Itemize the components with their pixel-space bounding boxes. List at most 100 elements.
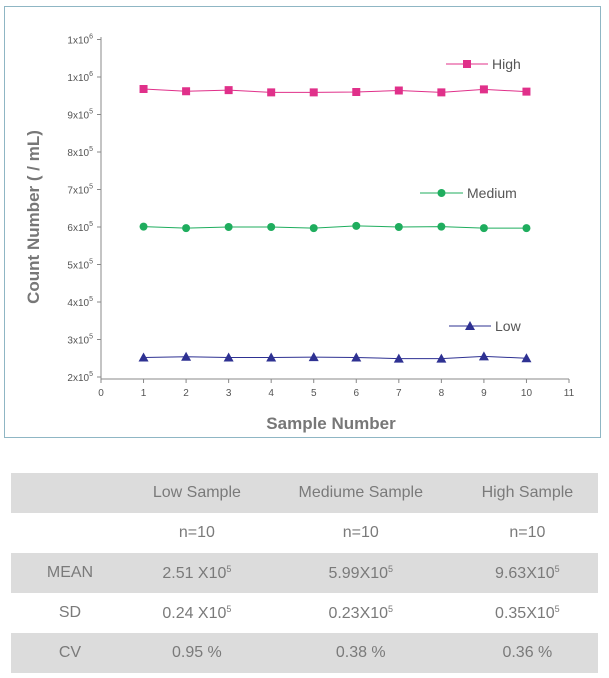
data-point-medium xyxy=(309,224,318,233)
x-tick-label: 4 xyxy=(268,388,274,399)
row-label-sd: SD xyxy=(58,604,82,621)
table-cell xyxy=(11,513,129,553)
x-tick-label: 0 xyxy=(98,388,104,399)
table-header-medium: Mediume Sample xyxy=(298,484,424,501)
table-cell-cv-high: 0.36 % xyxy=(502,644,553,661)
data-point-medium xyxy=(182,224,191,233)
data-point-low xyxy=(181,351,192,361)
x-tick-label: 8 xyxy=(439,388,445,399)
value-exponent: 5 xyxy=(388,563,394,574)
value-base: 2.51 X10 xyxy=(162,564,227,582)
data-point-high xyxy=(479,85,488,94)
data-point-low xyxy=(521,353,532,363)
table-row-mean: MEAN 2.51 X105 5.99X105 9.63X105 xyxy=(11,553,598,593)
series-layer xyxy=(138,85,532,363)
data-point-medium xyxy=(224,223,233,231)
table-cell-sd-high: 0.35X105 xyxy=(457,593,598,633)
data-point-low xyxy=(436,353,447,363)
y-tick-label: 7x105 xyxy=(67,184,93,197)
data-point-high xyxy=(522,87,531,96)
data-point-low xyxy=(478,351,489,361)
table-header-row: Low Sample Mediume Sample High Sample xyxy=(11,473,598,513)
y-tick-label: 1x106 xyxy=(67,71,93,84)
table-cell-sd-medium: 0.23X105 xyxy=(265,593,457,633)
chart-axes: 0 1 2 3 4 5 6 7 8 9 10 11 2x105 3x105 4x105 5x105 6x105 7… xyxy=(67,34,574,400)
table-row-cv: CV 0.95 % 0.38 % 0.36 % xyxy=(11,633,598,673)
data-point-low xyxy=(266,352,277,362)
legend-label-medium: Medium xyxy=(467,185,517,201)
statistics-table: Low Sample Mediume Sample High Sample n=… xyxy=(11,473,598,673)
table-header-high: High Sample xyxy=(481,484,574,501)
table-cell-mean-high: 9.63X105 xyxy=(457,553,598,593)
value-exponent: 5 xyxy=(226,603,232,614)
data-point-medium xyxy=(479,224,488,233)
y-tick-label: 4x105 xyxy=(67,296,93,309)
data-point-low xyxy=(308,352,319,362)
data-point-medium xyxy=(267,223,276,231)
x-axis-title: Sample Number xyxy=(266,414,396,433)
chart-frame: 0 1 2 3 4 5 6 7 8 9 10 11 2x105 3x105 4x105 5x105 6x105 7… xyxy=(4,6,601,438)
x-tick-label: 7 xyxy=(396,388,402,399)
data-point-high xyxy=(309,88,318,97)
value-base: 0.23X10 xyxy=(328,604,389,622)
table-cell-n-high: n=10 xyxy=(509,524,546,541)
data-point-low xyxy=(223,352,234,362)
y-tick-label: 9x105 xyxy=(67,109,93,122)
table-cell-n-low: n=10 xyxy=(178,524,215,541)
data-point-medium xyxy=(394,223,403,231)
line-chart: 0 1 2 3 4 5 6 7 8 9 10 11 2x105 3x105 4x105 5x105 6x105 7… xyxy=(24,34,575,434)
value-exponent: 5 xyxy=(554,603,560,614)
row-label-mean: MEAN xyxy=(46,564,94,581)
table-cell-mean-low: 2.51 X105 xyxy=(129,553,265,593)
value-exponent: 5 xyxy=(554,563,560,574)
table-row-n: n=10 n=10 n=10 xyxy=(11,513,598,553)
value-base: 0.24 X10 xyxy=(162,604,227,622)
legend-label-low: Low xyxy=(495,318,522,334)
x-tick-label: 6 xyxy=(353,388,359,399)
x-tick-label: 9 xyxy=(481,388,487,399)
data-point-high xyxy=(394,86,403,95)
value-base: 5.99X10 xyxy=(328,564,389,582)
y-tick-label: 5x105 xyxy=(67,259,93,272)
series-line-medium xyxy=(143,225,527,229)
table-row-sd: SD 0.24 X105 0.23X105 0.35X105 xyxy=(11,593,598,633)
value-exponent: 5 xyxy=(388,603,394,614)
data-point-medium xyxy=(522,224,531,233)
y-axis-title: Count Number ( / mL) xyxy=(24,130,43,304)
x-tick-label: 10 xyxy=(521,388,533,399)
value-base: 9.63X10 xyxy=(495,564,555,582)
x-tick-label: 5 xyxy=(311,388,317,399)
value-base: 0.35X10 xyxy=(495,604,555,622)
y-tick-label: 8x105 xyxy=(67,146,93,159)
table-header-low: Low Sample xyxy=(152,484,241,501)
data-point-high xyxy=(139,85,148,93)
x-tick-label: 1 xyxy=(141,388,147,399)
data-point-medium xyxy=(139,222,148,231)
data-point-medium xyxy=(437,222,446,231)
legend-layer: High Medium Low xyxy=(420,56,522,334)
table-cell-sd-low: 0.24 X105 xyxy=(129,593,265,633)
data-point-low xyxy=(138,352,149,362)
data-point-high xyxy=(437,88,446,97)
table-cell-cv-medium: 0.38 % xyxy=(335,644,386,661)
series-line-high xyxy=(143,88,527,93)
legend-marker-medium xyxy=(437,189,446,197)
table-cell-cv-low: 0.95 % xyxy=(171,644,222,661)
data-point-high xyxy=(224,86,233,95)
legend-marker-low xyxy=(465,321,475,330)
y-tick-label: 1x106 xyxy=(67,34,93,47)
legend-marker-high xyxy=(463,60,471,68)
value-exponent: 5 xyxy=(226,563,232,574)
x-tick-label: 2 xyxy=(183,388,189,399)
data-point-low xyxy=(351,352,362,362)
table-cell-mean-medium: 5.99X105 xyxy=(265,553,457,593)
x-tick-label: 3 xyxy=(226,388,232,399)
series-line-low xyxy=(143,355,527,360)
x-tick-label: 11 xyxy=(564,388,575,399)
table-cell-n-medium: n=10 xyxy=(342,524,379,541)
row-label-cv: CV xyxy=(58,644,82,661)
data-point-high xyxy=(352,88,361,96)
y-tick-label: 3x105 xyxy=(67,334,93,347)
data-point-high xyxy=(182,87,191,96)
table-header-cell xyxy=(11,473,129,513)
